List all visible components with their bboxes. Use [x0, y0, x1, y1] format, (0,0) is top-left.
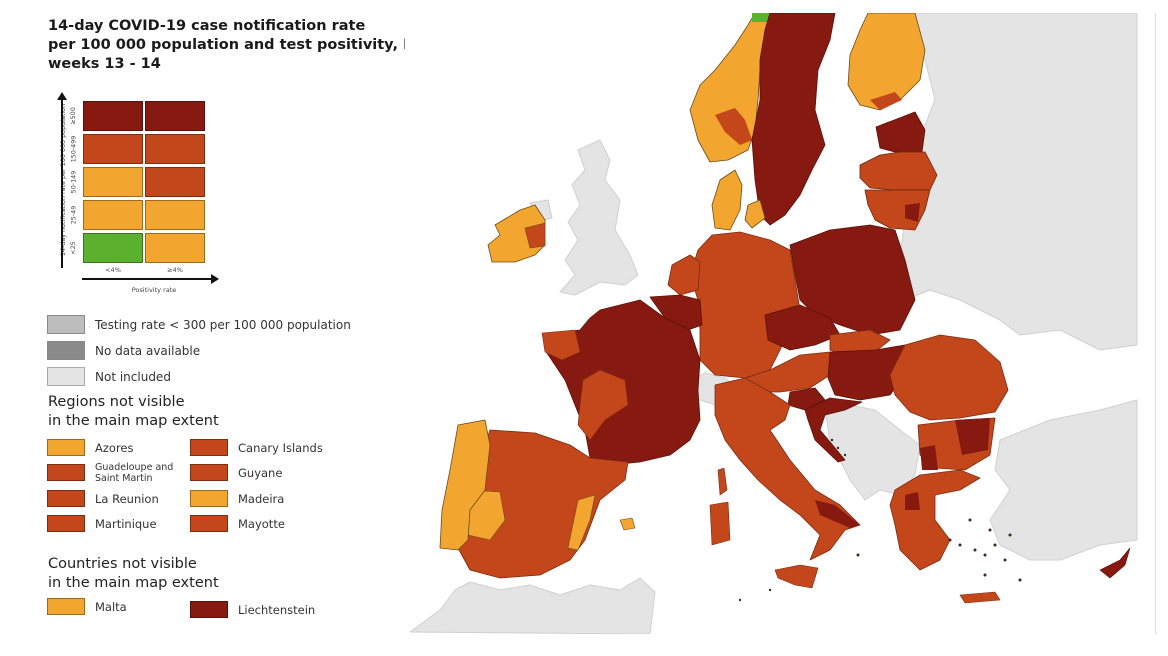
greece [889, 469, 981, 571]
y-axis-arrow-icon [57, 92, 67, 268]
row-label: 25-49 [69, 205, 78, 224]
small-islands [738, 438, 1022, 602]
legend-swatch [47, 367, 85, 386]
row-label: 50-149 [69, 170, 78, 193]
legend-swatch [190, 601, 228, 618]
matrix-cell-50-high [145, 167, 205, 197]
czechia [764, 304, 841, 351]
legend-country-liechtenstein: Liechtenstein [190, 600, 315, 619]
hungary [827, 344, 906, 401]
matrix-cell-25-low [83, 200, 143, 230]
row-label: <25 [69, 240, 77, 255]
sardinia [709, 501, 731, 546]
balearic [619, 517, 636, 531]
legend-swatch [190, 464, 228, 481]
row-label: ≥500 [69, 106, 77, 125]
estonia [875, 111, 926, 153]
corsica [717, 467, 728, 496]
column-label: <4% [105, 266, 121, 274]
legend-swatch [47, 341, 85, 360]
regions-legend-title: Regions not visible in the main map exte… [48, 394, 219, 429]
legend-testing-rate: Testing rate < 300 per 100 000 populatio… [47, 315, 351, 334]
not-included-land [409, 13, 1138, 634]
crete [959, 591, 1001, 604]
row-label: 150-499 [69, 135, 78, 162]
legend-swatch [190, 439, 228, 456]
legend-swatch [190, 515, 228, 532]
matrix-cell-150-high [145, 134, 205, 164]
legend-swatch [47, 515, 85, 532]
legend-region-la-reunion: La Reunion [47, 489, 159, 508]
title-line-1: 14-day COVID-19 case notification rate [48, 18, 366, 34]
sicily [774, 564, 819, 589]
legend-swatch [47, 598, 85, 615]
legend-region-madeira: Madeira [190, 489, 284, 508]
romania [889, 334, 1009, 421]
legend-swatch [190, 490, 228, 507]
matrix-cell-500-low [83, 101, 143, 131]
matrix-cell-150-low [83, 134, 143, 164]
map-title: 14-day COVID-19 case notification rate p… [48, 17, 468, 74]
europe-map[interactable] [405, 13, 1138, 634]
germany [689, 231, 801, 379]
matrix-cell-lt25-low [83, 233, 143, 263]
latvia [859, 151, 938, 191]
matrix-cell-lt25-high [145, 233, 205, 263]
matrix-cell-25-high [145, 200, 205, 230]
sweden [751, 13, 836, 226]
legend-swatch [47, 464, 85, 481]
legend-no-data: No data available [47, 341, 200, 360]
croatia [804, 397, 863, 463]
title-line-2: per 100 000 population and test positivi… [48, 37, 462, 53]
denmark [711, 169, 743, 231]
title-line-3: weeks 13 - 14 [48, 56, 161, 72]
cyprus [1099, 547, 1131, 579]
countries-legend-title: Countries not visible in the main map ex… [48, 556, 219, 591]
rate-positivity-matrix-legend: 14-day notification rate per 100 000 pop… [44, 92, 224, 300]
matrix-cell-500-high [145, 101, 205, 131]
legend-region-guadeloupe: Guadeloupe and Saint Martin [47, 462, 185, 484]
legend-region-guyane: Guyane [190, 463, 282, 482]
legend-swatch [47, 315, 85, 334]
legend-region-canary-islands: Canary Islands [190, 438, 323, 457]
x-axis-label: Positivity rate [131, 286, 177, 294]
legend-region-azores: Azores [47, 438, 133, 457]
netherlands [667, 254, 701, 296]
legend-region-martinique: Martinique [47, 514, 157, 533]
legend-not-included: Not included [47, 367, 171, 386]
column-label: ≥4% [167, 266, 183, 274]
poland [789, 224, 916, 336]
x-axis-arrow-icon [82, 274, 219, 284]
portugal [439, 419, 491, 551]
legend-swatch [47, 490, 85, 507]
legend-swatch [47, 439, 85, 456]
legend-region-mayotte: Mayotte [190, 514, 285, 533]
legend-country-malta: Malta [47, 597, 127, 616]
right-divider [1155, 13, 1156, 634]
matrix-cell-50-low [83, 167, 143, 197]
